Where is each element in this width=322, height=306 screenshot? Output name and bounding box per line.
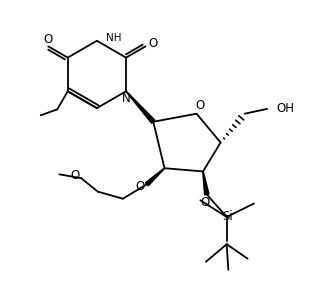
Text: OH: OH: [277, 103, 295, 115]
Text: O: O: [195, 99, 204, 112]
Text: Si: Si: [222, 211, 233, 223]
Polygon shape: [203, 171, 209, 195]
Text: N: N: [122, 92, 130, 105]
Polygon shape: [126, 91, 155, 123]
Polygon shape: [146, 168, 165, 186]
Text: O: O: [201, 196, 210, 209]
Text: O: O: [71, 170, 80, 182]
Text: O: O: [148, 37, 157, 50]
Text: O: O: [136, 180, 145, 193]
Text: NH: NH: [106, 33, 121, 43]
Text: O: O: [44, 33, 53, 46]
